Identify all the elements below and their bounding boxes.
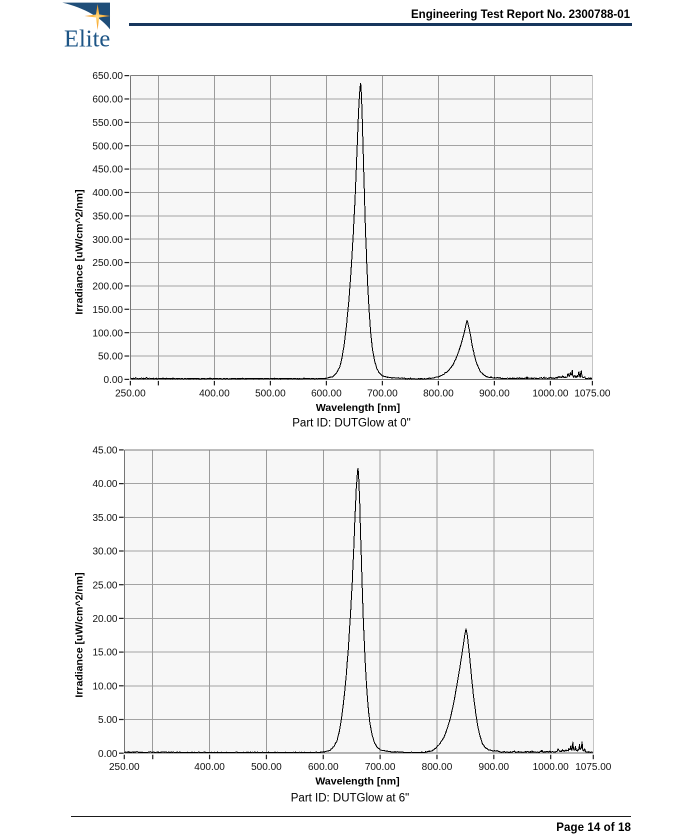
- svg-text:350.00: 350.00: [92, 211, 123, 222]
- svg-text:150.00: 150.00: [92, 305, 123, 316]
- svg-text:550.00: 550.00: [92, 118, 123, 129]
- svg-text:1075.00: 1075.00: [574, 389, 611, 400]
- svg-text:400.00: 400.00: [194, 762, 225, 773]
- svg-text:1075.00: 1075.00: [575, 762, 612, 773]
- svg-text:Part ID: DUTGlow at 6": Part ID: DUTGlow at 6": [291, 793, 409, 805]
- svg-text:200.00: 200.00: [92, 282, 123, 293]
- svg-text:500.00: 500.00: [251, 762, 282, 773]
- svg-text:5.00: 5.00: [98, 715, 118, 726]
- svg-text:0.00: 0.00: [104, 375, 124, 386]
- svg-text:250.00: 250.00: [109, 762, 140, 773]
- svg-text:500.00: 500.00: [92, 141, 123, 152]
- svg-text:50.00: 50.00: [98, 352, 123, 363]
- svg-text:900.00: 900.00: [479, 762, 510, 773]
- svg-text:300.00: 300.00: [92, 235, 123, 246]
- svg-text:700.00: 700.00: [367, 389, 398, 400]
- svg-text:15.00: 15.00: [92, 648, 117, 659]
- svg-text:35.00: 35.00: [92, 513, 117, 524]
- svg-text:800.00: 800.00: [422, 762, 453, 773]
- svg-text:600.00: 600.00: [308, 762, 339, 773]
- svg-text:40.00: 40.00: [92, 479, 117, 490]
- svg-text:700.00: 700.00: [365, 762, 396, 773]
- svg-text:30.00: 30.00: [92, 547, 117, 558]
- svg-text:20.00: 20.00: [92, 614, 117, 625]
- svg-text:400.00: 400.00: [92, 188, 123, 199]
- svg-text:1000.00: 1000.00: [533, 762, 570, 773]
- svg-text:25.00: 25.00: [92, 580, 117, 591]
- svg-text:Elite: Elite: [64, 26, 110, 51]
- svg-text:600.00: 600.00: [92, 95, 123, 106]
- svg-text:600.00: 600.00: [311, 389, 342, 400]
- svg-text:Part ID: DUTGlow at 0": Part ID: DUTGlow at 0": [292, 418, 410, 430]
- svg-text:45.00: 45.00: [92, 446, 117, 457]
- svg-text:450.00: 450.00: [92, 165, 123, 176]
- svg-text:0.00: 0.00: [98, 749, 118, 760]
- svg-text:650.00: 650.00: [92, 71, 123, 82]
- svg-text:900.00: 900.00: [479, 389, 510, 400]
- svg-text:500.00: 500.00: [255, 389, 286, 400]
- svg-text:Wavelength [nm]: Wavelength [nm]: [316, 402, 400, 414]
- svg-text:400.00: 400.00: [199, 389, 230, 400]
- svg-text:250.00: 250.00: [115, 389, 146, 400]
- svg-text:800.00: 800.00: [423, 389, 454, 400]
- svg-text:Wavelength [nm]: Wavelength [nm]: [315, 776, 399, 788]
- svg-text:250.00: 250.00: [92, 258, 123, 269]
- svg-text:1000.00: 1000.00: [532, 389, 569, 400]
- svg-text:Irradiance [uW/cm^2/nm]: Irradiance [uW/cm^2/nm]: [74, 572, 86, 697]
- svg-text:100.00: 100.00: [92, 328, 123, 339]
- svg-text:10.00: 10.00: [92, 681, 117, 692]
- svg-text:Irradiance [uW/cm^2/nm]: Irradiance [uW/cm^2/nm]: [74, 189, 86, 314]
